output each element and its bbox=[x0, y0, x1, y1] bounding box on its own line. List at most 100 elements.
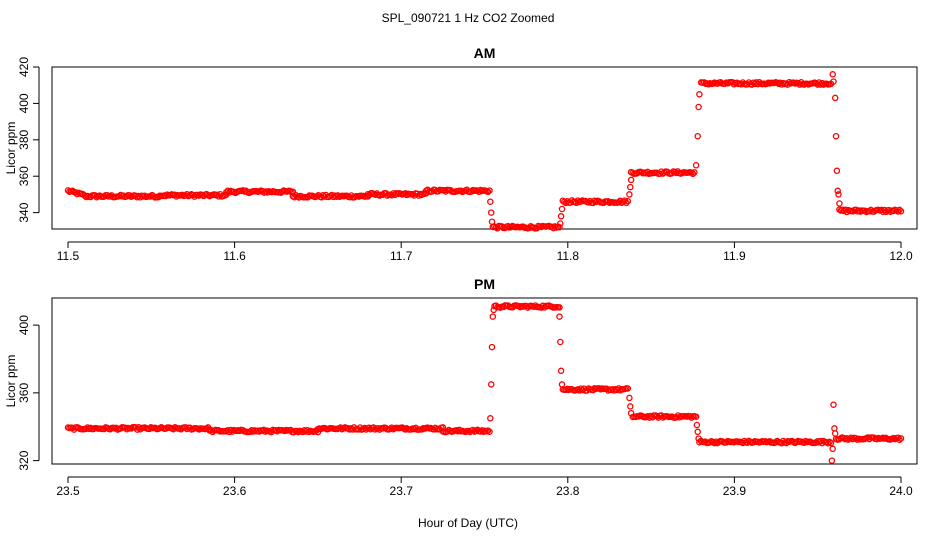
data-point bbox=[647, 412, 655, 420]
data-point bbox=[627, 183, 634, 191]
data-point bbox=[365, 424, 373, 432]
data-point bbox=[696, 438, 703, 446]
data-point bbox=[337, 424, 344, 431]
x-axis: 23.5 23.6 23.7 23.8 23.9 24.0 bbox=[56, 476, 913, 498]
data-point bbox=[772, 439, 779, 446]
data-point bbox=[186, 424, 194, 432]
data-point bbox=[824, 439, 832, 447]
panel-pm: PM Licor ppm 23.5 23.6 23.7 23.8 23.9 24.0 320 36… bbox=[4, 276, 918, 498]
data-point bbox=[100, 425, 108, 433]
panel-am: AM Licor ppm 11.5 11.6 11.7 11.8 11.9 12.0 340 36… bbox=[4, 45, 918, 263]
panels: AM Licor ppm 11.5 11.6 11.7 11.8 11.9 12.0 340 36… bbox=[4, 45, 918, 498]
data-point bbox=[694, 428, 701, 436]
data-point bbox=[152, 424, 159, 432]
data-point bbox=[73, 190, 81, 198]
data-point bbox=[490, 306, 497, 314]
x-axis: 11.5 11.6 11.7 11.8 11.9 12.0 bbox=[57, 241, 913, 263]
data-point bbox=[112, 424, 120, 432]
y-axis-label: Licor ppm bbox=[4, 122, 18, 175]
data-point bbox=[484, 188, 492, 196]
data-point bbox=[290, 428, 298, 436]
x-tick-label: 23.6 bbox=[223, 484, 247, 498]
data-point bbox=[896, 436, 903, 443]
x-tick-label: 11.8 bbox=[557, 249, 580, 263]
data-point bbox=[321, 193, 328, 200]
data-point bbox=[558, 205, 566, 213]
data-point bbox=[897, 435, 905, 442]
data-point bbox=[334, 192, 342, 199]
data-point bbox=[486, 187, 493, 194]
x-tick-label: 24.0 bbox=[889, 484, 913, 498]
data-point bbox=[135, 192, 142, 200]
data-point bbox=[832, 132, 840, 140]
data-point bbox=[835, 191, 842, 198]
data-point bbox=[87, 424, 94, 432]
x-tick-label: 11.9 bbox=[723, 249, 746, 263]
data-point bbox=[624, 197, 632, 205]
data-point bbox=[372, 191, 379, 198]
data-point bbox=[723, 439, 730, 446]
data-point bbox=[182, 192, 189, 199]
data-point bbox=[834, 187, 841, 195]
data-point bbox=[627, 176, 635, 184]
data-point bbox=[454, 427, 462, 435]
data-point bbox=[836, 200, 843, 207]
data-point bbox=[401, 426, 409, 433]
x-tick-label: 23.8 bbox=[556, 484, 580, 498]
figure-x-axis-label: Hour of Day (UTC) bbox=[418, 516, 518, 530]
data-point bbox=[556, 313, 563, 320]
data-point bbox=[333, 193, 340, 200]
data-point bbox=[556, 304, 563, 311]
data-point bbox=[694, 132, 701, 140]
data-point bbox=[525, 224, 533, 232]
data-point bbox=[557, 367, 565, 375]
data-point bbox=[829, 445, 836, 453]
data-point bbox=[642, 170, 650, 177]
x-tick-label: 11.6 bbox=[223, 249, 246, 263]
data-point bbox=[828, 457, 836, 464]
data-point bbox=[487, 381, 495, 388]
data-point bbox=[623, 199, 630, 207]
data-points bbox=[64, 71, 905, 232]
data-point bbox=[585, 199, 592, 206]
data-point bbox=[829, 71, 836, 78]
data-point bbox=[626, 394, 633, 402]
data-point bbox=[120, 192, 127, 199]
data-point bbox=[488, 343, 496, 351]
y-tick-label: 420 bbox=[17, 57, 31, 77]
data-point bbox=[557, 220, 564, 227]
data-point bbox=[182, 424, 189, 431]
data-point bbox=[897, 208, 905, 215]
data-point bbox=[574, 197, 582, 204]
data-point bbox=[831, 425, 838, 432]
data-point bbox=[263, 189, 271, 196]
data-point bbox=[403, 191, 411, 199]
y-tick-label: 360 bbox=[17, 166, 31, 186]
data-point bbox=[295, 194, 303, 201]
data-point bbox=[827, 439, 835, 447]
data-point bbox=[624, 385, 632, 392]
data-point bbox=[361, 424, 368, 432]
data-point bbox=[627, 403, 634, 410]
data-point bbox=[488, 218, 496, 225]
data-point bbox=[689, 170, 697, 178]
data-point bbox=[487, 209, 495, 216]
data-point bbox=[226, 189, 233, 196]
x-tick-label: 12.0 bbox=[889, 249, 913, 263]
y-axis: 340 360 380 400 420 bbox=[17, 57, 40, 223]
y-tick-label: 360 bbox=[17, 383, 31, 403]
y-tick-label: 400 bbox=[17, 315, 31, 335]
data-point bbox=[507, 223, 515, 231]
data-point bbox=[557, 338, 564, 346]
data-point bbox=[487, 198, 494, 205]
data-point bbox=[530, 303, 538, 310]
data-point bbox=[556, 223, 563, 231]
data-point bbox=[100, 193, 108, 200]
data-point bbox=[695, 103, 702, 111]
data-point bbox=[346, 193, 354, 201]
data-point bbox=[693, 421, 701, 429]
data-point bbox=[626, 191, 633, 198]
data-point bbox=[444, 428, 451, 435]
